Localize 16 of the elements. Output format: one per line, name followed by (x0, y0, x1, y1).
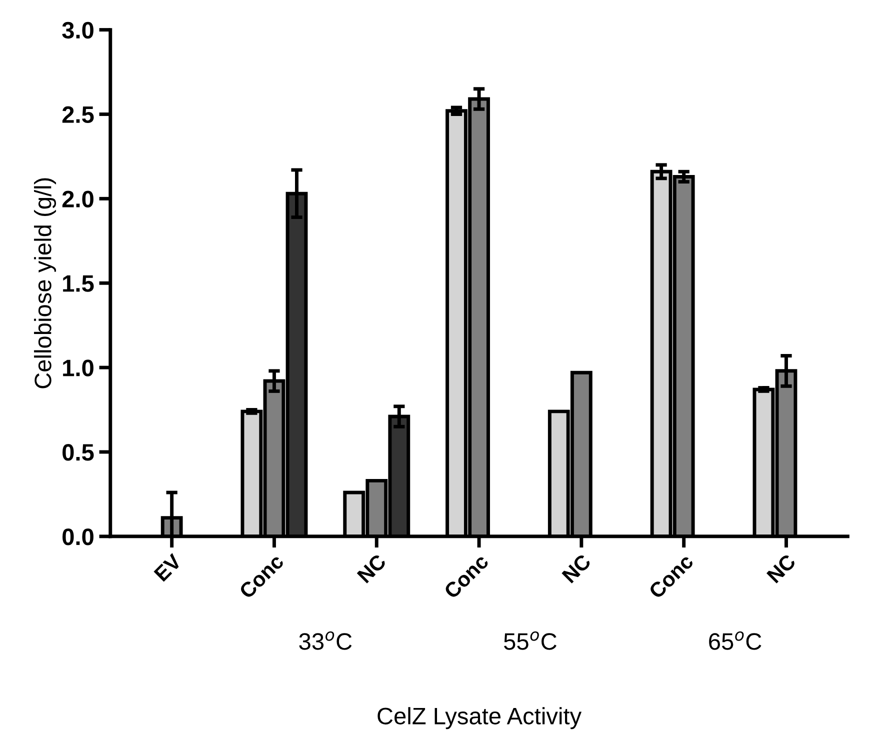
y-tick-label: 1.5 (63, 275, 94, 292)
x-tick-label: EV (154, 553, 182, 582)
y-tick-label: 0.0 (62, 528, 94, 546)
x-axis-title: CelZ Lysate Activity (378, 707, 582, 730)
y-tick-label: 1.0 (63, 360, 94, 376)
y-tick-label: 3.0 (62, 22, 94, 39)
x-tick-label: NC (766, 553, 797, 584)
text: 65$^{o}$C (709, 631, 762, 650)
x-tick-label: NC (562, 553, 592, 584)
y-axis-title: Cellobiose yield (g/l) (34, 178, 56, 388)
x-tick-label: NC (356, 553, 388, 584)
text: 55$^{o}$C (504, 631, 556, 650)
y-tick-label: 2.5 (62, 106, 94, 124)
y-tick-label: 2.0 (62, 190, 94, 208)
y-tick-label: 0.5 (62, 444, 94, 461)
text: 33$^{o}$C (299, 631, 352, 650)
